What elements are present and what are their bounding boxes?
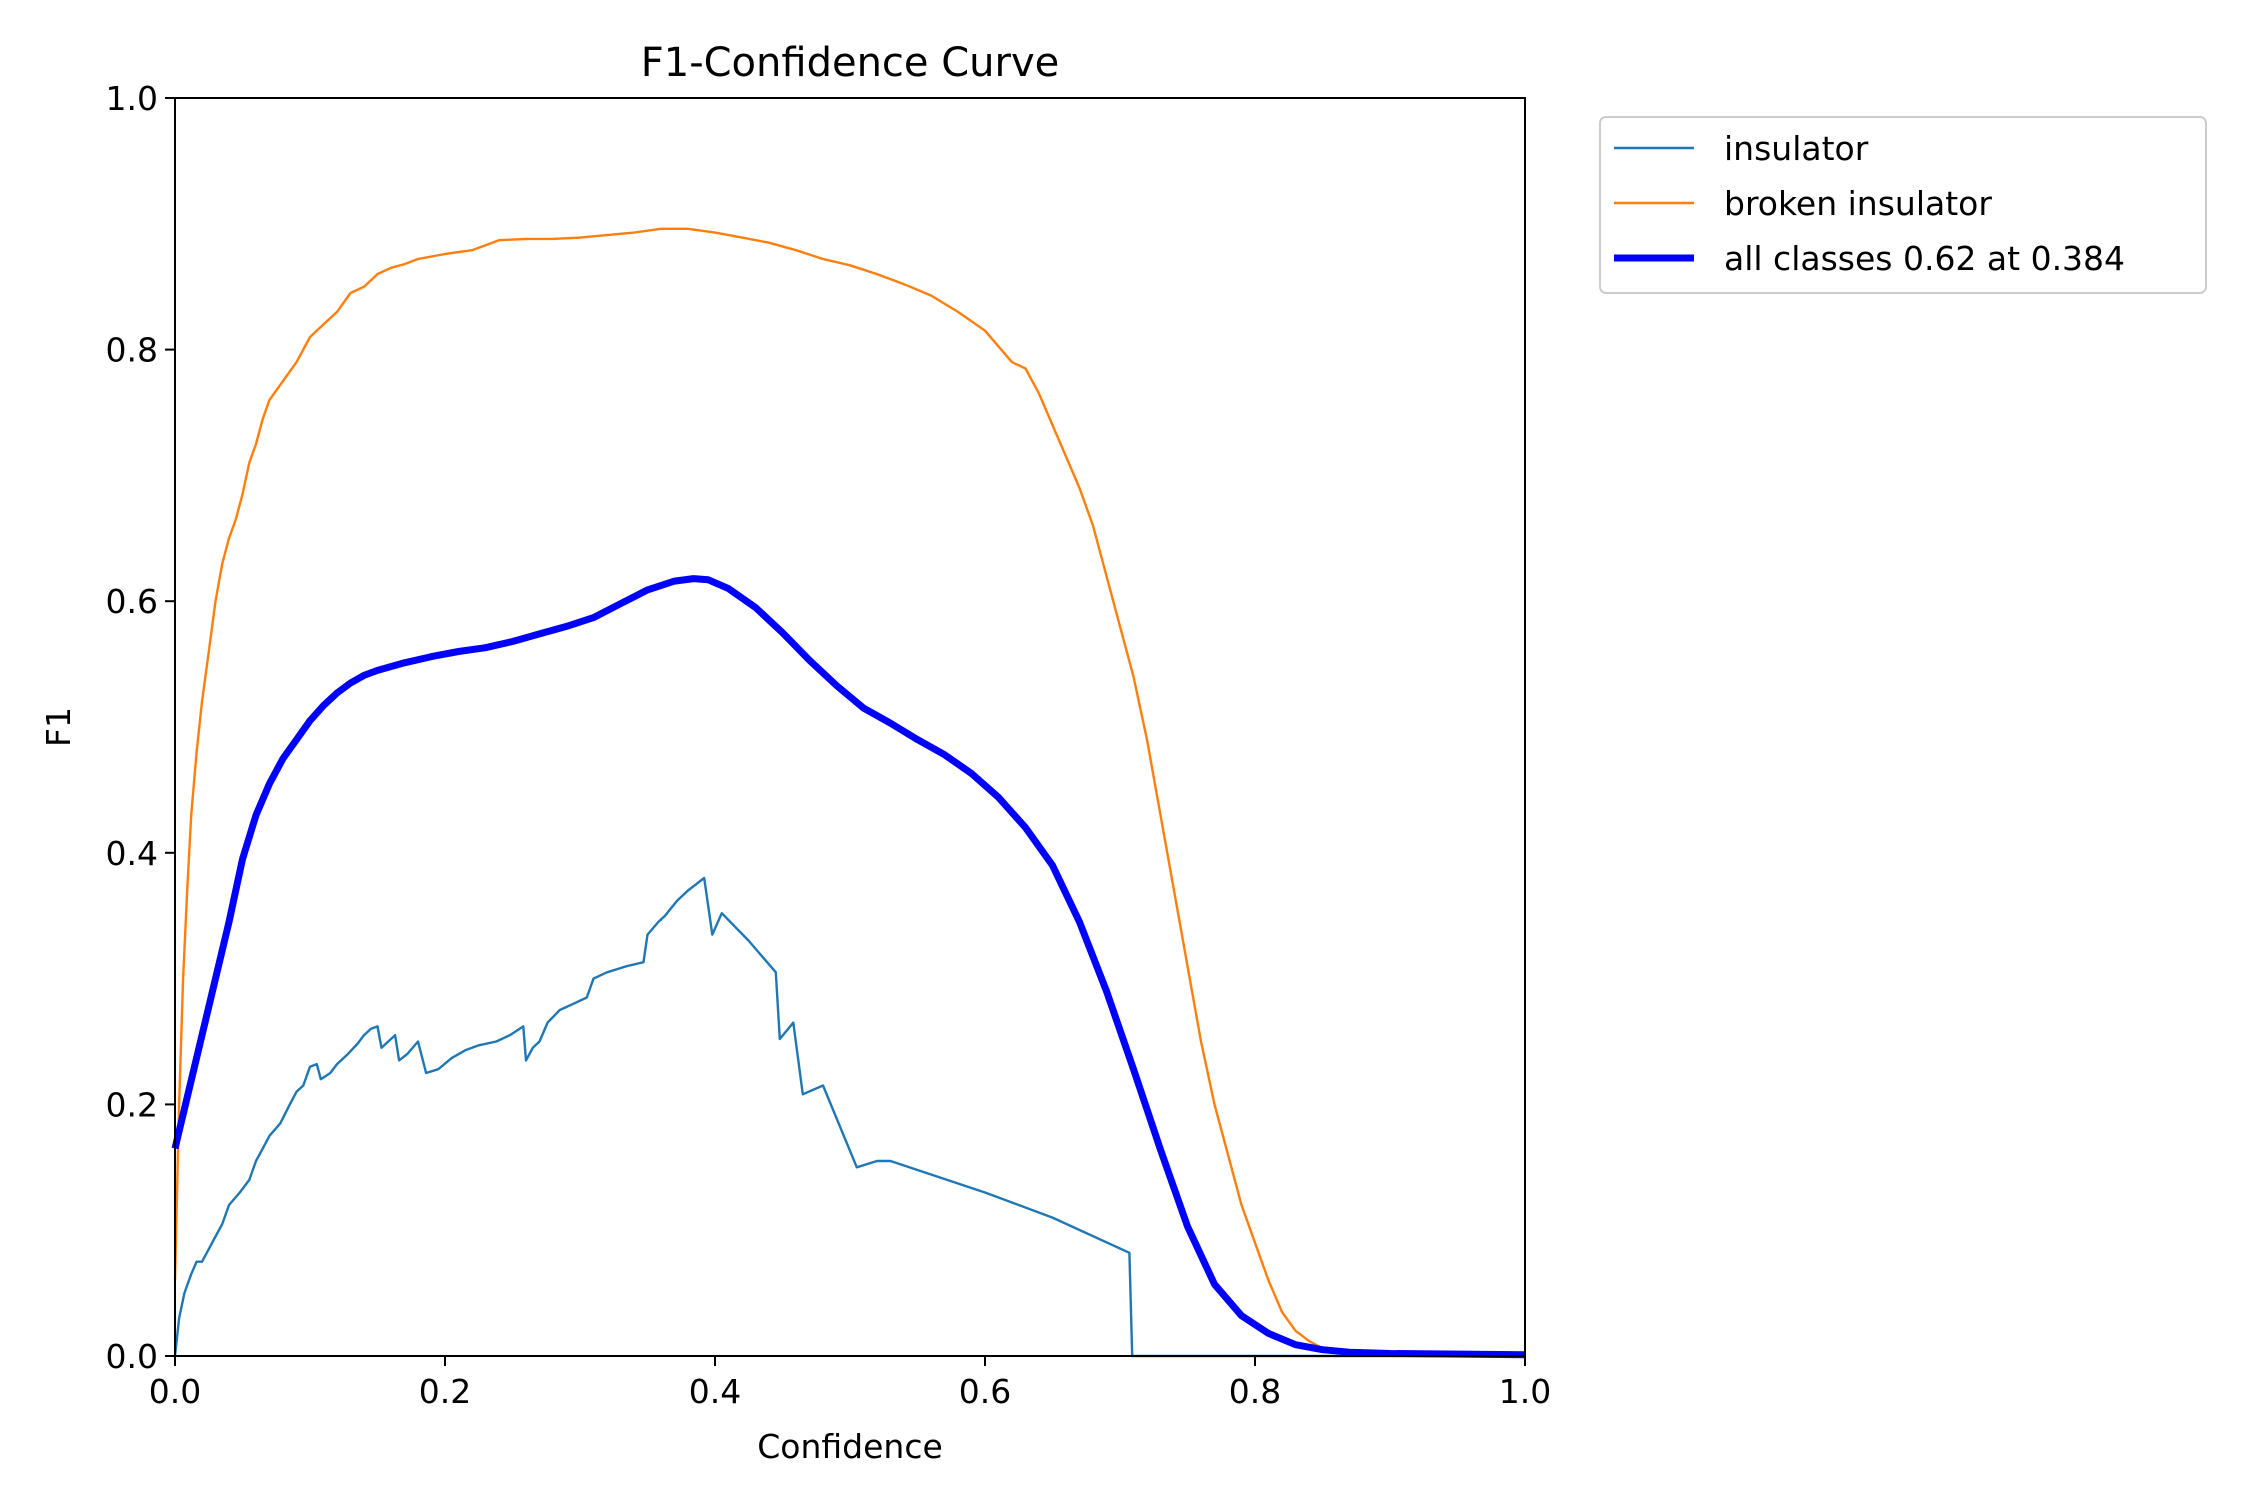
x-axis: 0.0 0.2 0.4 0.6 0.8 1.0 xyxy=(149,1356,1551,1411)
plot-frame xyxy=(174,97,1526,1357)
y-tick-label: 0.2 xyxy=(106,1085,158,1124)
y-axis-label: F1 xyxy=(39,707,78,747)
legend-items: insulator broken insulator all classes 0.6… xyxy=(1614,129,2125,278)
y-tick-label: 0.4 xyxy=(106,834,158,873)
series-line-0 xyxy=(173,876,1525,1358)
y-tick-label: 0.8 xyxy=(106,331,158,370)
legend-label-0: insulator xyxy=(1724,129,1869,168)
series-line-2 xyxy=(171,575,1526,1359)
plot-area xyxy=(171,97,1526,1359)
x-tick-label: 0.2 xyxy=(419,1372,471,1411)
y-axis: 0.0 0.2 0.4 0.6 0.8 1.0 xyxy=(106,79,175,1376)
chart-title: F1-Confidence Curve xyxy=(641,40,1060,86)
legend-box xyxy=(1599,116,2207,294)
legend-label-2: all classes 0.62 at 0.384 xyxy=(1724,239,2125,278)
y-tick-label: 1.0 xyxy=(106,79,158,118)
x-tick-label: 0.4 xyxy=(689,1372,741,1411)
x-tick-label: 1.0 xyxy=(1499,1372,1551,1411)
x-tick-label: 0.6 xyxy=(959,1372,1011,1411)
x-tick-label: 0.8 xyxy=(1229,1372,1281,1411)
y-tick-label: 0.0 xyxy=(106,1337,158,1376)
legend-label-1: broken insulator xyxy=(1724,184,1992,223)
series-layer xyxy=(171,227,1526,1359)
y-tick-label: 0.6 xyxy=(106,582,158,621)
legend: insulator broken insulator all classes 0.6… xyxy=(1599,116,2207,294)
x-axis-label: Confidence xyxy=(757,1427,943,1466)
x-tick-label: 0.0 xyxy=(149,1372,201,1411)
series-line-1 xyxy=(173,227,1525,1356)
